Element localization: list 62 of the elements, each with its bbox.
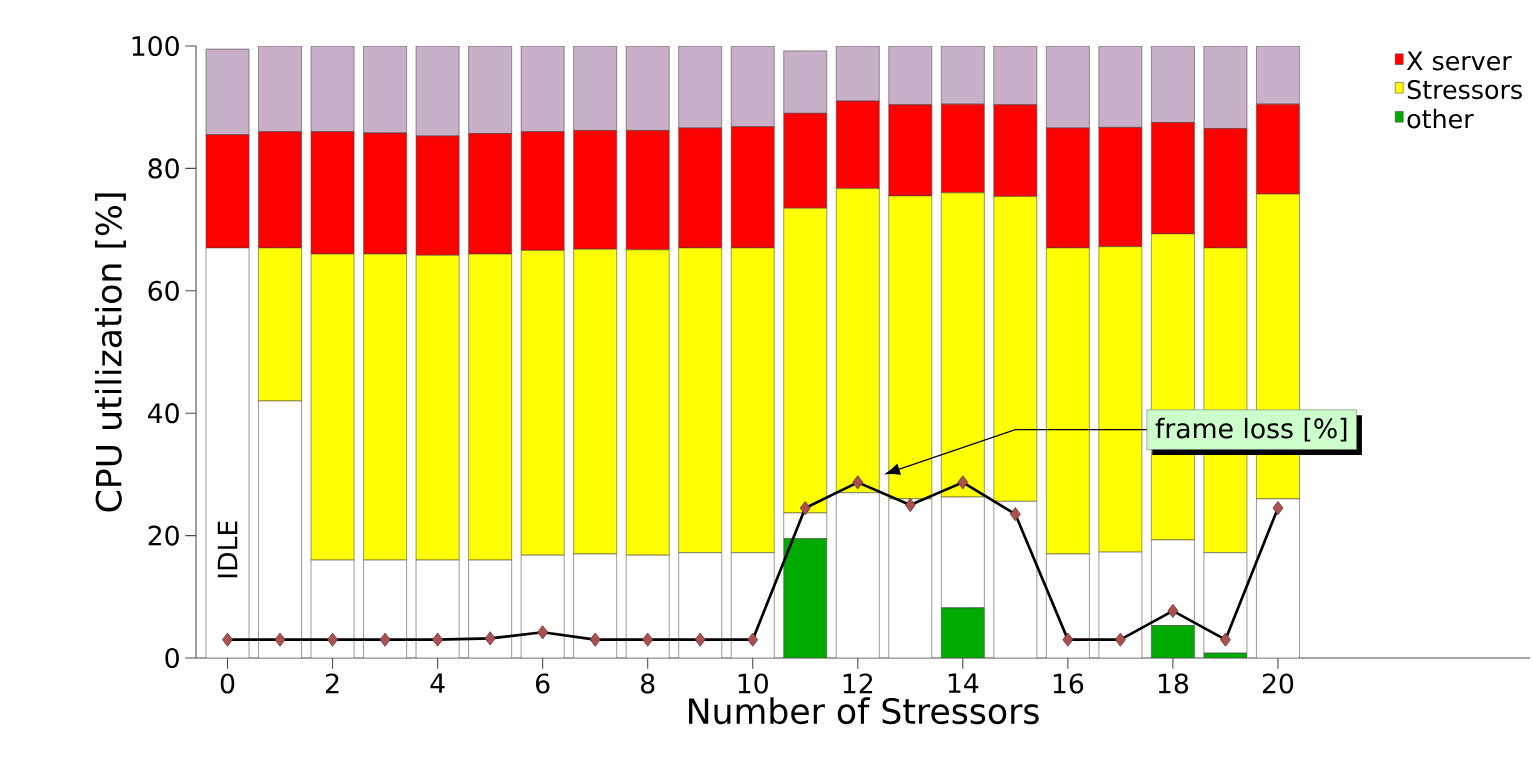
x-axis-title: Number of Stressors <box>689 697 1039 725</box>
x-tick-label: 18 <box>1158 673 1189 694</box>
x-tick-label: 2 <box>326 673 339 694</box>
bar <box>415 559 460 658</box>
bar <box>1098 45 1143 128</box>
bar <box>730 45 775 128</box>
annotation: IDLE <box>217 521 238 578</box>
y-tick-label: 0 <box>165 647 179 669</box>
bar <box>363 45 407 134</box>
legend-label: other <box>1407 108 1474 129</box>
legend-label: Stressors <box>1407 80 1522 100</box>
bar <box>625 554 670 658</box>
bar <box>888 45 933 106</box>
bar <box>1098 551 1143 658</box>
bar <box>730 552 775 658</box>
y-tick-label: 20 <box>148 525 179 546</box>
bar <box>310 559 355 658</box>
bar <box>993 501 1038 658</box>
x-tick-label: 10 <box>738 673 768 694</box>
bar <box>415 45 460 137</box>
x-tick-label: 14 <box>948 673 979 693</box>
x-tick-label: 4 <box>430 673 445 693</box>
x-tick-label: 20 <box>1262 673 1294 694</box>
text: frame loss [%] <box>1155 417 1347 442</box>
bar <box>1203 45 1248 129</box>
bar <box>678 552 723 658</box>
x-tick-label: 12 <box>843 673 873 694</box>
x-tick-label: 0 <box>220 673 235 694</box>
bar <box>888 498 933 658</box>
x-tick-label: 16 <box>1053 673 1084 694</box>
bar <box>835 492 880 658</box>
bar <box>205 247 250 658</box>
bar <box>468 559 512 658</box>
bar <box>205 48 250 135</box>
y-tick-label: 60 <box>148 280 179 301</box>
bar <box>310 45 355 132</box>
bar <box>363 559 407 658</box>
bar <box>1151 45 1195 123</box>
y-tick-label: 100 <box>132 35 179 57</box>
legend-label: X server <box>1406 51 1512 71</box>
bar <box>520 554 565 658</box>
bar <box>625 45 670 131</box>
bar <box>941 45 985 105</box>
bar <box>993 45 1038 106</box>
y-tick-label: 40 <box>147 403 179 424</box>
bar <box>835 45 880 102</box>
bar <box>783 50 828 114</box>
bar <box>1046 45 1090 129</box>
bar <box>1256 45 1300 105</box>
bar <box>1256 498 1300 658</box>
bar <box>678 45 723 129</box>
y-axis-title: CPU utilization [%] <box>94 193 126 512</box>
y-tick-label: 80 <box>148 158 179 179</box>
x-tick-label: 6 <box>536 673 550 694</box>
bar <box>258 400 302 658</box>
bar <box>468 45 512 134</box>
bar <box>258 45 302 132</box>
bar <box>520 45 565 132</box>
bar <box>1046 553 1090 658</box>
bar <box>573 553 617 658</box>
bar <box>573 45 617 131</box>
x-tick-label: 8 <box>641 673 655 694</box>
